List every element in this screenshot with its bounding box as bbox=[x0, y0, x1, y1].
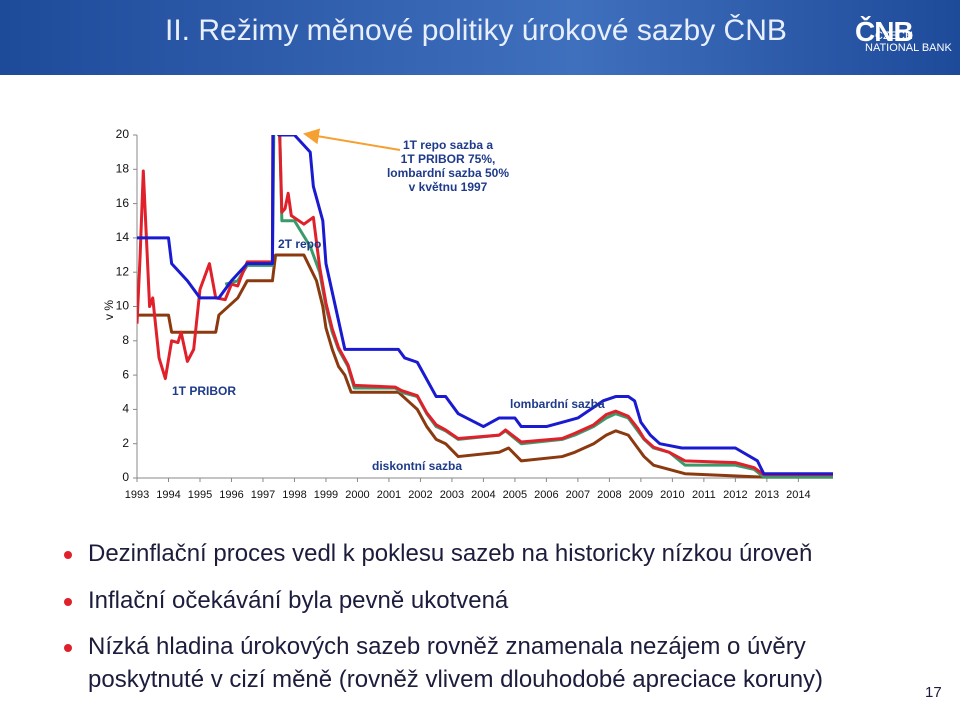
arrow bbox=[303, 128, 401, 151]
x-tick-label: 1993 bbox=[125, 489, 149, 501]
series-label: 1T PRIBOR bbox=[172, 384, 236, 398]
bullet-dot bbox=[64, 644, 72, 652]
y-tick-label: 6 bbox=[122, 367, 129, 381]
x-tick-label: 2011 bbox=[692, 489, 716, 501]
series-line bbox=[137, 135, 833, 476]
bullet-dot bbox=[64, 551, 72, 559]
logo-abbr: ČNB bbox=[855, 16, 914, 47]
y-tick-label: 16 bbox=[116, 196, 130, 210]
x-tick-label: 2013 bbox=[755, 489, 779, 501]
series-label: 2T repo bbox=[278, 237, 321, 251]
page-number: 17 bbox=[925, 684, 942, 701]
x-tick-label: 1997 bbox=[251, 489, 275, 501]
bullet: Inflační očekávání byla pevně ukotvená bbox=[88, 587, 509, 614]
x-tick-label: 1999 bbox=[314, 489, 338, 501]
y-tick-label: 20 bbox=[116, 127, 130, 141]
x-tick-label: 2009 bbox=[629, 489, 653, 501]
x-tick-label: 2007 bbox=[566, 489, 590, 501]
bullet-dot bbox=[64, 598, 72, 606]
y-tick-label: 8 bbox=[122, 333, 129, 347]
header: II. Režimy měnové politiky úrokové sazby… bbox=[0, 0, 960, 75]
x-tick-label: 1994 bbox=[156, 489, 180, 501]
annotation: v květnu 1997 bbox=[409, 180, 488, 194]
x-tick-label: 2004 bbox=[471, 489, 495, 501]
plot-area bbox=[137, 135, 833, 479]
series-line bbox=[137, 253, 833, 479]
x-tick-label: 2001 bbox=[377, 489, 401, 501]
annotation: lombardní sazba 50% bbox=[387, 166, 509, 180]
x-tick-label: 1996 bbox=[219, 489, 243, 501]
x-tick-label: 2012 bbox=[723, 489, 747, 501]
y-tick-label: 14 bbox=[116, 230, 130, 244]
series-label: lombardní sazba bbox=[510, 397, 605, 411]
x-tick-label: 2005 bbox=[503, 489, 527, 501]
x-tick-label: 1995 bbox=[188, 489, 212, 501]
y-tick-label: 0 bbox=[122, 470, 129, 484]
x-tick-label: 2006 bbox=[534, 489, 558, 501]
logo-line: NATIONAL BANK bbox=[865, 42, 952, 54]
annotation: 1T repo sazba a bbox=[403, 138, 493, 152]
annotation: 1T PRIBOR 75%, bbox=[401, 152, 496, 166]
series-label: diskontní sazba bbox=[372, 459, 462, 473]
y-tick-label: 10 bbox=[116, 299, 130, 313]
y-tick-label: 12 bbox=[116, 264, 130, 278]
x-tick-label: 2003 bbox=[440, 489, 464, 501]
y-tick-label: 18 bbox=[116, 161, 130, 175]
x-tick-label: 2008 bbox=[597, 489, 621, 501]
logo-line: CZECH bbox=[875, 30, 913, 42]
chart: v % 0 2 4 6 8 10 12 14 16 18 20 1993 1994 1995 1996 199… bbox=[102, 127, 833, 501]
y-tick-label: 2 bbox=[122, 436, 129, 450]
x-tick-label: 2000 bbox=[345, 489, 369, 501]
x-tick-label: 2002 bbox=[408, 489, 432, 501]
title: II. Režimy měnové politiky úrokové sazby… bbox=[165, 14, 787, 47]
series-line bbox=[137, 135, 833, 477]
bullet: Dezinflační proces vedl k poklesu sazeb … bbox=[88, 540, 813, 567]
y-tick-label: 4 bbox=[122, 402, 129, 416]
x-tick-label: 1998 bbox=[282, 489, 306, 501]
bullet: Nízká hladina úrokových sazeb rovněž zna… bbox=[88, 633, 824, 693]
x-tick-label: 2014 bbox=[786, 489, 810, 501]
x-tick-label: 2010 bbox=[660, 489, 684, 501]
y-axis-label: v % bbox=[102, 300, 116, 320]
